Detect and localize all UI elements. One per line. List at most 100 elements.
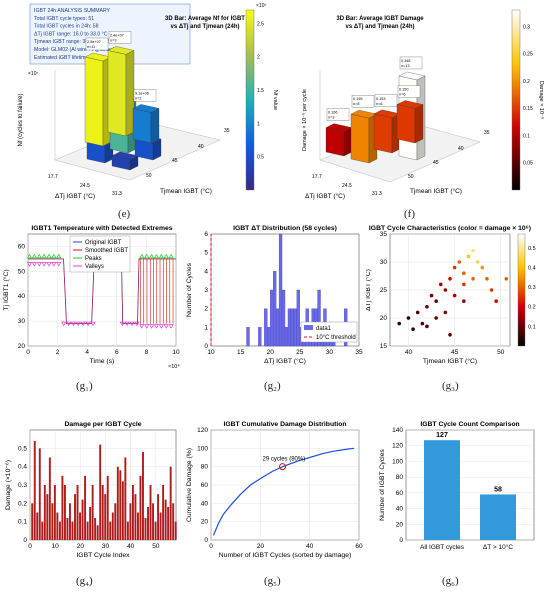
chart-f-cbtick-0: 0.05 bbox=[523, 161, 533, 167]
g6-bar-0 bbox=[424, 440, 460, 540]
g2-xtick-4: 30 bbox=[326, 349, 334, 356]
g3-point-22 bbox=[471, 277, 475, 281]
chart-e: IGBT 24h ANALYSIS SUMMARY Total IGBT cycl… bbox=[18, 3, 278, 200]
chart-f-xlabel: ΔTj IGBT (°C) bbox=[305, 192, 345, 200]
g2-ytick-1: 1 bbox=[204, 324, 208, 331]
panel-label-g4: (g₄) bbox=[76, 575, 93, 587]
g4-bar-18 bbox=[76, 485, 79, 540]
chart-g1: 0 2 4 6 8 10 20 30 40 50 60 IGBT1 Temperature with … bbox=[2, 225, 180, 370]
g2-ytick-6: 6 bbox=[204, 231, 208, 238]
g1-peak-967 bbox=[168, 253, 174, 259]
bar-f-4-label-1: n=6 bbox=[399, 93, 405, 97]
g1-valley-373 bbox=[80, 321, 86, 327]
chart-e-cbtick-1: 1 bbox=[257, 121, 260, 127]
g4-bar-49 bbox=[154, 521, 157, 540]
g4-bar-52 bbox=[162, 485, 165, 540]
g5-ylabel: Cumulative Damage (%) bbox=[186, 448, 193, 522]
g2-hist-bar-17 bbox=[296, 289, 300, 347]
g4-xtick-4: 40 bbox=[127, 543, 135, 550]
bar-e-6-label-1: n=2 bbox=[135, 96, 141, 100]
bar-f-1-front bbox=[350, 113, 370, 164]
g1-valley-802 bbox=[144, 324, 150, 329]
g4-ytick-1: 0.1 bbox=[18, 519, 27, 526]
chart-f-xtick-1: 17.7 bbox=[312, 174, 322, 180]
g1-peak-802 bbox=[144, 253, 150, 259]
g2-legend-swatch-0 bbox=[304, 325, 313, 330]
panel-label-f: (f) bbox=[404, 208, 415, 220]
chart-f-cbtick-1: 0.1 bbox=[523, 133, 530, 139]
g4-bar-14 bbox=[66, 518, 69, 540]
g4-xtick-3: 30 bbox=[102, 543, 110, 550]
g1-valley-109 bbox=[41, 262, 47, 267]
g3-point-3 bbox=[415, 310, 420, 315]
g1-valley-274 bbox=[65, 321, 72, 327]
g1-title: IGBT1 Temperature with Detected Extremes bbox=[31, 225, 172, 232]
g2-legend-box bbox=[300, 321, 358, 343]
chart-f-colorbar-label: Damage × 10⁻⁶ bbox=[538, 81, 545, 119]
bar-f-4-top bbox=[396, 100, 424, 109]
g6-ytick-7: 140 bbox=[392, 427, 403, 434]
g4-bar-4 bbox=[41, 521, 44, 540]
g1-peak-868 bbox=[153, 253, 160, 259]
chart-e-ztick-35: 35 bbox=[224, 128, 230, 134]
chart-e-cbtick-2: 1.5 bbox=[257, 88, 264, 94]
g4-bar-29 bbox=[104, 494, 107, 540]
g4-xtick-0: 0 bbox=[28, 543, 32, 550]
chart-f-cbtick-2: 0.15 bbox=[523, 106, 533, 112]
g5-marker bbox=[279, 463, 287, 471]
chart-f-ztick-45: 45 bbox=[433, 160, 439, 166]
chart-e-cbexp: ×10⁷ bbox=[256, 3, 266, 9]
g2-hist-bar-0 bbox=[246, 327, 250, 347]
g3-cbtick-0: 0.1 bbox=[528, 324, 536, 330]
g4-bar-35 bbox=[119, 470, 122, 540]
g5-xtick-0: 0 bbox=[209, 543, 213, 550]
g6-ytick-5: 100 bbox=[392, 458, 403, 465]
g3-point-1 bbox=[406, 316, 411, 320]
g1-valley-835 bbox=[148, 324, 155, 329]
g3-point-9 bbox=[434, 316, 438, 320]
bar-f-2-label-box bbox=[374, 94, 398, 107]
panel-label-g1: (g₁) bbox=[76, 380, 93, 392]
g4-bar-2 bbox=[36, 512, 39, 540]
bar-e-6-side bbox=[150, 108, 160, 144]
g3-point-15 bbox=[452, 265, 457, 270]
bar-e-2-label-1: n=11 bbox=[87, 45, 95, 49]
g3-xtick-0: 40 bbox=[405, 349, 413, 356]
g3-xlabel: Tjmean IGBT (°C) bbox=[423, 357, 477, 365]
g1-ytick-3: 50 bbox=[18, 268, 26, 275]
panel-label-g2: (g₂) bbox=[264, 380, 281, 392]
g3-cbtick-3: 0.4 bbox=[528, 265, 536, 271]
g2-hist-bar-10 bbox=[275, 308, 280, 347]
g1-valley-901 bbox=[158, 324, 164, 329]
g4-bar-56 bbox=[172, 503, 175, 540]
g1-valley-637 bbox=[119, 321, 125, 327]
g2-xtick-0: 10 bbox=[207, 349, 215, 356]
g1-xtick-3: 6 bbox=[115, 349, 119, 356]
chart-e-cbtick-4: 2.5 bbox=[257, 21, 264, 27]
panel-label-g5: (g₅) bbox=[264, 575, 281, 587]
g4-bar-32 bbox=[111, 512, 114, 540]
g2-ylabel: Number of Cycles bbox=[186, 262, 193, 317]
g4-bar-55 bbox=[169, 466, 172, 540]
g3-point-29 bbox=[462, 299, 466, 303]
g1-valley-967 bbox=[168, 324, 174, 329]
g5-ytick-3: 60 bbox=[201, 482, 209, 489]
g4-ytick-5: 0.5 bbox=[18, 445, 27, 452]
g3-point-23 bbox=[480, 265, 485, 270]
bar-f-4-label-0: 0.150 bbox=[399, 88, 409, 92]
g1-peak-10 bbox=[26, 253, 33, 259]
g2-hist-bar-6 bbox=[264, 308, 268, 347]
g6-value-0: 127 bbox=[436, 432, 448, 439]
g4-bar-27 bbox=[99, 444, 102, 540]
g1-valley-736 bbox=[134, 321, 140, 327]
g1-valley-43 bbox=[31, 262, 37, 267]
g6-category-1: ΔT > 10°C bbox=[483, 543, 513, 551]
g4-bar-11 bbox=[58, 521, 61, 540]
g3-xtick-1: 45 bbox=[451, 349, 459, 356]
g4-xlabel: IGBT Cycle Index bbox=[76, 552, 130, 559]
bar-f-2-label-0: 0.153 bbox=[376, 97, 386, 101]
g2-hist-bar-14 bbox=[287, 308, 292, 347]
g2-legend-0: data1 bbox=[316, 326, 332, 332]
g4-bar-0 bbox=[31, 503, 34, 540]
g3-point-14 bbox=[452, 293, 457, 298]
